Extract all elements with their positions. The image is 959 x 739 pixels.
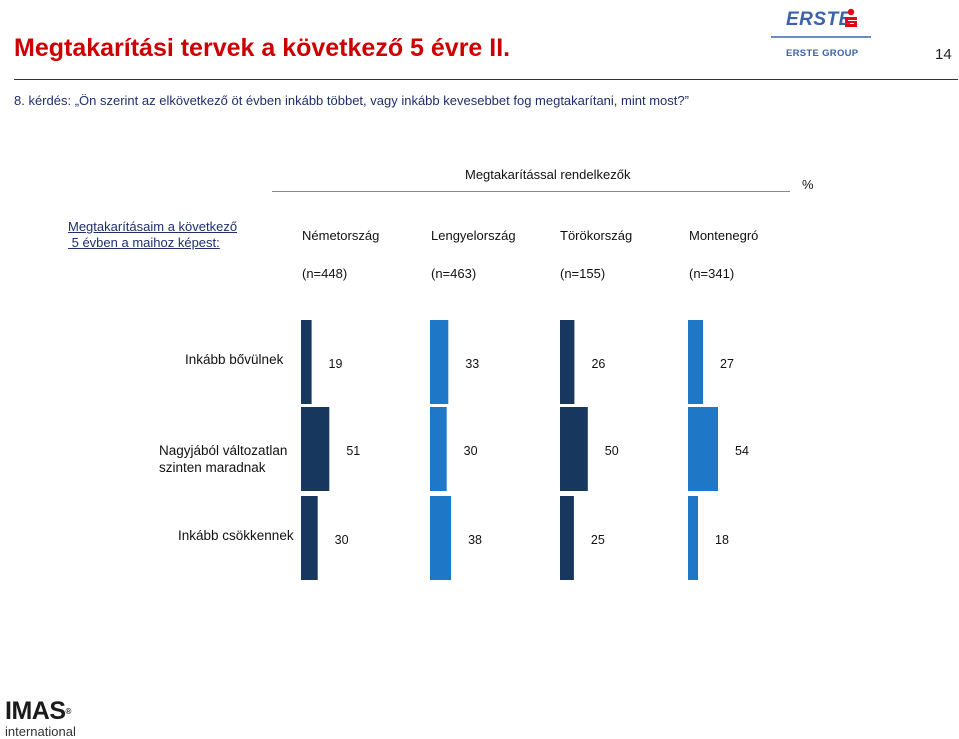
erste-group-text: ERSTE GROUP	[786, 48, 859, 59]
bar	[560, 320, 575, 404]
erste-logo-word: ERSTE	[786, 9, 852, 30]
data-label: 27	[720, 357, 734, 371]
bar	[688, 407, 718, 491]
page-number: 14	[935, 46, 952, 63]
series-name: Németország	[302, 228, 380, 243]
group-header: Megtakarítással rendelkezők	[465, 167, 631, 182]
bar	[430, 496, 452, 580]
page-title: Megtakarítási tervek a következő 5 évre …	[14, 34, 511, 62]
unit-label: %	[802, 177, 814, 192]
erste-s-icon	[845, 8, 857, 27]
bar	[301, 320, 312, 404]
question-text: 8. kérdés: „Ön szerint az elkövetkező öt…	[14, 93, 689, 108]
data-label: 33	[465, 357, 479, 371]
sample-size: (n=463)	[431, 266, 477, 281]
data-label: 51	[346, 444, 360, 458]
row-header: Megtakarításaim a következő 5 évben a ma…	[68, 219, 238, 250]
bar	[301, 496, 318, 580]
data-label: 25	[591, 533, 605, 547]
imas-logo-text: IMAS	[5, 697, 66, 725]
category-label: Inkább bővülnek	[185, 352, 284, 367]
data-label: 30	[464, 444, 478, 458]
erste-logo: ERSTE ERSTE GROUP	[768, 3, 875, 71]
bar	[560, 407, 588, 491]
category-label: Inkább csökkennek	[178, 528, 294, 543]
series-name: Montenegró	[689, 228, 759, 243]
sample-size: (n=448)	[302, 266, 348, 281]
header-divider	[14, 79, 958, 80]
series-name: Törökország	[560, 228, 633, 243]
sample-size: (n=341)	[689, 266, 735, 281]
bar	[688, 320, 703, 404]
sample-size: (n=155)	[560, 266, 606, 281]
data-label: 54	[735, 444, 749, 458]
data-label: 30	[335, 533, 349, 547]
data-label: 19	[329, 357, 343, 371]
bar	[301, 407, 330, 491]
imas-logo: IMAS® international	[5, 699, 76, 739]
bar	[430, 320, 449, 404]
registered-mark: ®	[65, 707, 72, 716]
bar	[560, 496, 574, 580]
data-label: 26	[591, 357, 605, 371]
data-label: 38	[468, 533, 482, 547]
category-label: Nagyjából változatlan szinten maradnak	[159, 443, 288, 475]
bar	[688, 496, 698, 580]
series-name: Lengyelország	[431, 228, 516, 243]
erste-logo-rule	[771, 36, 871, 38]
imas-logo-subtitle: international	[5, 724, 76, 739]
bar	[430, 407, 447, 491]
imas-logo-word: IMAS®	[5, 699, 76, 724]
group-header-rule	[272, 191, 790, 192]
data-label: 18	[715, 533, 729, 547]
data-label: 50	[605, 444, 619, 458]
